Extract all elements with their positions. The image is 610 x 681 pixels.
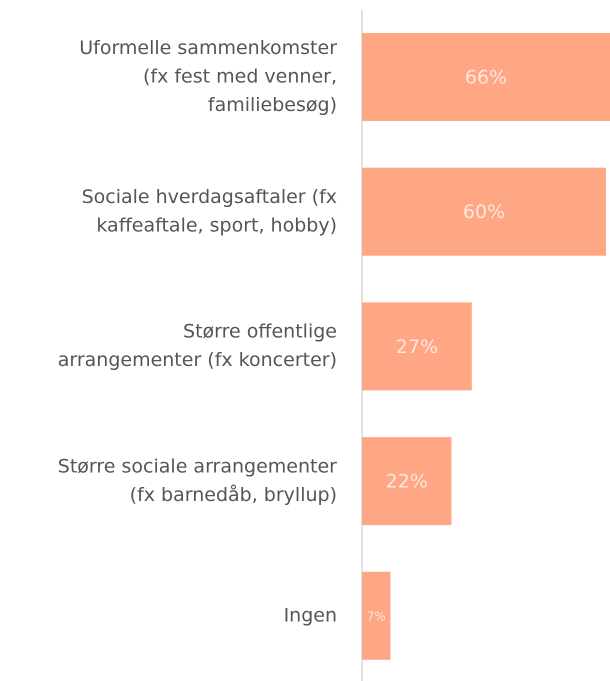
category-label: familiebesøg) [208,94,337,116]
category-label: arrangementer (fx koncerter) [58,349,337,371]
category-label: Større offentlige [183,321,337,343]
category-label: (fx barnedåb, bryllup) [130,483,337,506]
value-label: 66% [465,67,507,89]
category-label: Uformelle sammenkomster [79,37,337,59]
value-label: 22% [386,471,428,493]
category-label: Ingen [284,604,337,626]
bar [362,167,606,256]
category-label: Sociale hverdagsaftaler (fx [82,186,337,208]
bar [362,33,610,121]
value-label: 27% [396,336,438,358]
category-label: kaffeaftale, sport, hobby) [96,214,337,236]
bar [362,571,391,660]
value-label: 7% [367,609,386,623]
bar [362,437,452,526]
category-label: Større sociale arrangementer [58,455,337,477]
bar [362,302,472,391]
category-label: (fx fest med venner, [143,66,337,88]
value-label: 60% [463,201,505,223]
